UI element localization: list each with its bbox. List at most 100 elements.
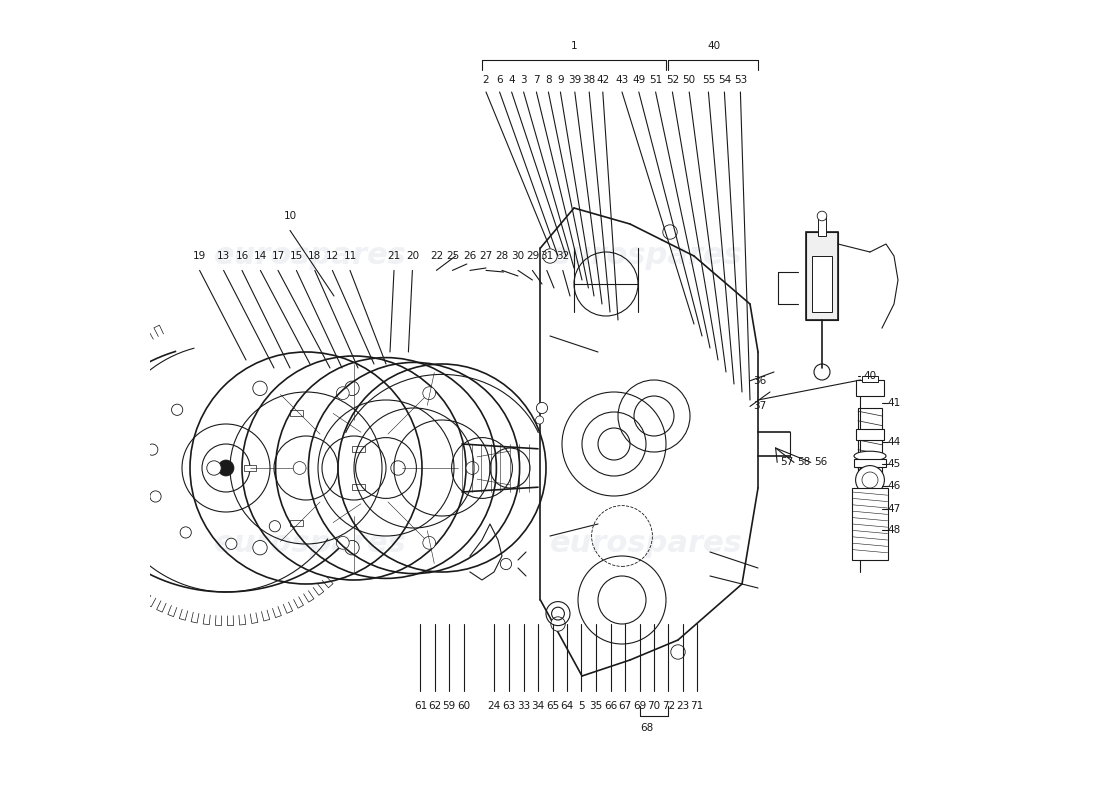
Text: 27: 27 bbox=[480, 251, 493, 261]
Bar bbox=[862, 376, 878, 382]
Text: 59: 59 bbox=[442, 701, 455, 710]
Bar bbox=[852, 488, 888, 560]
Text: 1: 1 bbox=[571, 42, 578, 51]
Text: 26: 26 bbox=[463, 251, 476, 261]
Circle shape bbox=[344, 541, 360, 555]
Circle shape bbox=[422, 537, 436, 550]
Text: 8: 8 bbox=[546, 75, 552, 85]
Text: eurospares: eurospares bbox=[550, 242, 742, 270]
Text: 35: 35 bbox=[588, 701, 602, 710]
Text: 48: 48 bbox=[888, 525, 901, 534]
Text: eurospares: eurospares bbox=[550, 530, 742, 558]
Circle shape bbox=[500, 558, 512, 570]
Text: 45: 45 bbox=[888, 459, 901, 469]
Text: 10: 10 bbox=[284, 211, 297, 221]
Circle shape bbox=[253, 381, 267, 395]
Text: 49: 49 bbox=[632, 75, 646, 85]
Bar bbox=[243, 465, 256, 471]
Text: eurospares: eurospares bbox=[213, 242, 406, 270]
Text: eurospares: eurospares bbox=[213, 530, 406, 558]
Ellipse shape bbox=[854, 451, 886, 461]
Text: 41: 41 bbox=[888, 398, 901, 408]
Text: 3: 3 bbox=[520, 75, 527, 85]
Circle shape bbox=[671, 645, 685, 659]
Bar bbox=[813, 256, 832, 312]
Bar bbox=[856, 380, 884, 396]
Text: 5: 5 bbox=[578, 701, 584, 710]
Text: 37: 37 bbox=[754, 402, 767, 411]
Circle shape bbox=[218, 460, 234, 476]
Circle shape bbox=[180, 527, 191, 538]
Circle shape bbox=[150, 491, 161, 502]
Text: 13: 13 bbox=[217, 251, 230, 261]
Text: 58: 58 bbox=[798, 458, 811, 467]
Circle shape bbox=[817, 211, 827, 221]
Text: 53: 53 bbox=[734, 75, 747, 85]
Circle shape bbox=[253, 541, 267, 555]
Text: 4: 4 bbox=[508, 75, 515, 85]
Text: 72: 72 bbox=[662, 701, 675, 710]
Text: 40: 40 bbox=[707, 42, 721, 51]
Text: 63: 63 bbox=[503, 701, 516, 710]
Text: 20: 20 bbox=[406, 251, 419, 261]
Text: 70: 70 bbox=[648, 701, 661, 710]
Text: 52: 52 bbox=[666, 75, 679, 85]
Text: 21: 21 bbox=[387, 251, 400, 261]
Text: 34: 34 bbox=[531, 701, 544, 710]
Text: 42: 42 bbox=[596, 75, 609, 85]
Text: 67: 67 bbox=[618, 701, 631, 710]
Text: 2: 2 bbox=[483, 75, 490, 85]
Text: 51: 51 bbox=[649, 75, 662, 85]
Text: 50: 50 bbox=[683, 75, 696, 85]
Bar bbox=[854, 459, 886, 467]
Text: 69: 69 bbox=[632, 701, 646, 710]
Text: 55: 55 bbox=[702, 75, 715, 85]
Text: 16: 16 bbox=[235, 251, 249, 261]
Text: 31: 31 bbox=[540, 251, 553, 261]
Text: 24: 24 bbox=[487, 701, 500, 710]
Text: 19: 19 bbox=[192, 251, 206, 261]
Text: 62: 62 bbox=[428, 701, 441, 710]
Text: 47: 47 bbox=[888, 504, 901, 514]
Text: 65: 65 bbox=[547, 701, 560, 710]
Bar bbox=[818, 216, 826, 236]
Circle shape bbox=[856, 466, 884, 494]
Bar bbox=[806, 232, 838, 320]
Circle shape bbox=[226, 538, 236, 550]
Text: 40: 40 bbox=[864, 371, 877, 381]
Circle shape bbox=[207, 461, 221, 475]
Text: 33: 33 bbox=[517, 701, 530, 710]
Text: 22: 22 bbox=[430, 251, 443, 261]
Bar bbox=[806, 232, 838, 320]
Text: 25: 25 bbox=[446, 251, 459, 261]
Text: 9: 9 bbox=[557, 75, 563, 85]
Text: 39: 39 bbox=[569, 75, 582, 85]
Bar bbox=[290, 410, 303, 416]
Circle shape bbox=[390, 461, 405, 475]
Text: 14: 14 bbox=[254, 251, 267, 261]
Bar bbox=[858, 408, 882, 484]
Text: 7: 7 bbox=[534, 75, 540, 85]
Text: 54: 54 bbox=[718, 75, 732, 85]
Bar bbox=[352, 446, 365, 452]
Text: 44: 44 bbox=[888, 437, 901, 446]
Circle shape bbox=[337, 537, 349, 550]
Text: 15: 15 bbox=[289, 251, 302, 261]
Bar bbox=[856, 429, 884, 440]
Circle shape bbox=[172, 404, 183, 415]
Text: 30: 30 bbox=[512, 251, 525, 261]
Text: 36: 36 bbox=[754, 376, 767, 386]
Text: 56: 56 bbox=[814, 458, 827, 467]
Text: 23: 23 bbox=[676, 701, 690, 710]
Text: 57: 57 bbox=[780, 458, 793, 467]
Text: 11: 11 bbox=[343, 251, 356, 261]
Circle shape bbox=[270, 521, 280, 532]
Circle shape bbox=[536, 416, 543, 424]
Text: 32: 32 bbox=[557, 251, 570, 261]
Text: 29: 29 bbox=[526, 251, 539, 261]
Circle shape bbox=[344, 381, 360, 395]
Text: 46: 46 bbox=[888, 482, 901, 491]
Text: 38: 38 bbox=[583, 75, 596, 85]
Circle shape bbox=[422, 386, 436, 399]
Circle shape bbox=[542, 249, 558, 263]
